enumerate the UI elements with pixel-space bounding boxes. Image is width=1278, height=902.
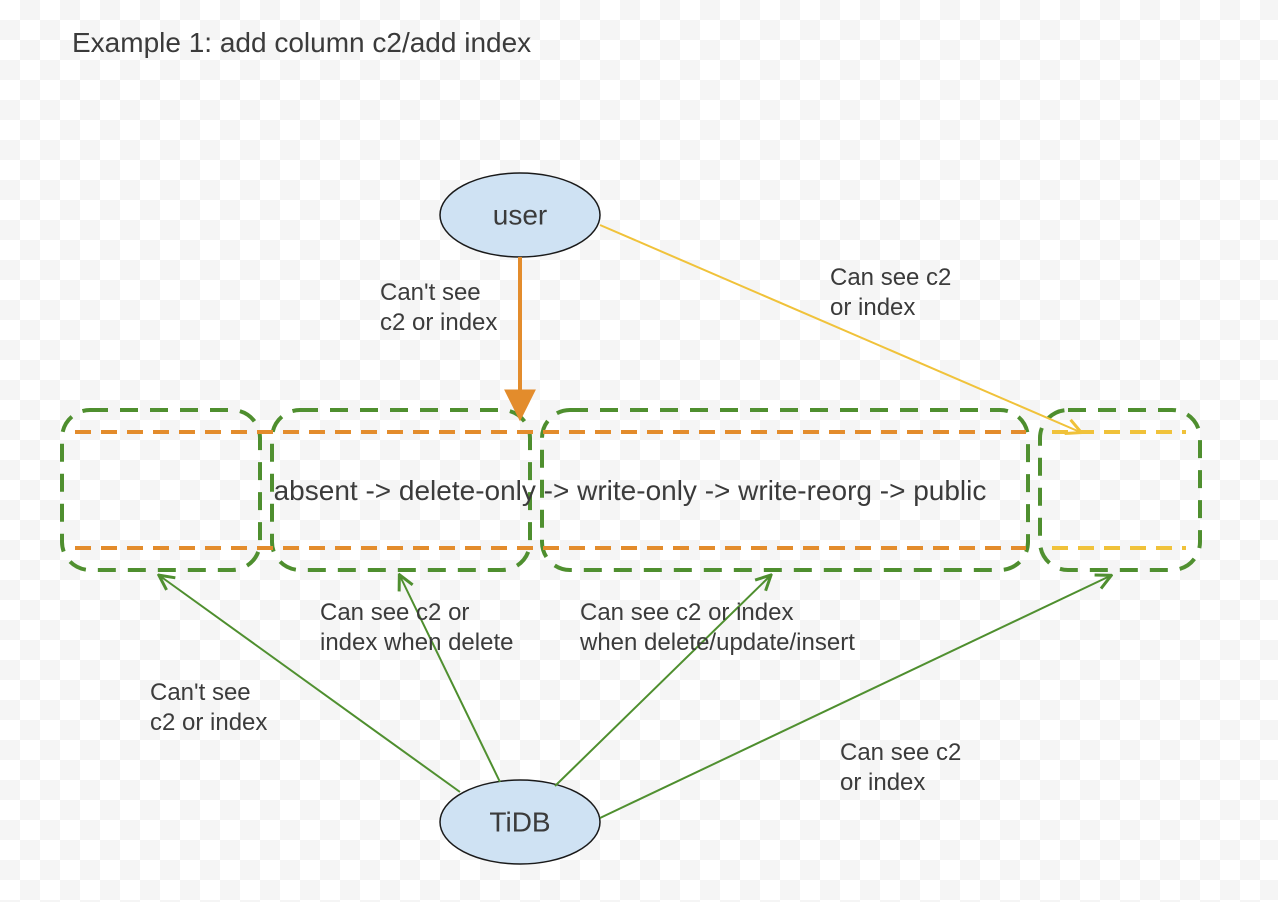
user-node-label: user	[493, 200, 547, 231]
tidb-node: TiDB	[440, 780, 600, 864]
arrow-user_to_yellow	[600, 225, 1080, 432]
annotation-tidb_absent: Can't seec2 or index	[150, 679, 267, 736]
annotation-tidb_public: Can see c2or index	[840, 739, 961, 796]
diagram-title: Example 1: add column c2/add index	[72, 27, 531, 58]
annotations-group: Can't seec2 or index Can see c2or index Ca…	[150, 264, 961, 796]
diagram-canvas: Example 1: add column c2/add index absen…	[0, 0, 1278, 902]
arrows-group	[160, 225, 1110, 818]
user-node: user	[440, 173, 600, 257]
state-transition-text: absent -> delete-only -> write-only -> w…	[274, 475, 987, 506]
annotation-user_yellow: Can see c2or index	[830, 264, 951, 321]
annotation-user_orange: Can't seec2 or index	[380, 279, 497, 336]
annotation-tidb_delete: Can see c2 orindex when delete	[320, 599, 513, 656]
tidb-node-label: TiDB	[489, 807, 550, 838]
